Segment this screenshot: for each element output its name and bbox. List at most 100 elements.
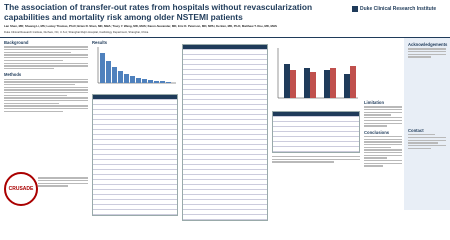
decoration <box>183 115 267 120</box>
divider <box>0 37 450 38</box>
decoration <box>183 90 267 95</box>
decoration <box>93 170 177 175</box>
decoration <box>183 110 267 115</box>
decoration <box>364 157 387 159</box>
section-heading: Limitation <box>364 100 385 105</box>
decoration <box>364 122 402 124</box>
decoration <box>364 138 402 140</box>
decoration <box>4 97 88 99</box>
decoration <box>93 200 177 205</box>
decoration <box>183 65 267 70</box>
decoration <box>183 70 267 75</box>
decoration <box>364 111 402 114</box>
decoration <box>183 185 267 190</box>
decoration <box>183 105 267 110</box>
decoration <box>93 160 177 165</box>
decoration <box>38 185 68 187</box>
decoration <box>364 143 402 146</box>
logo-mark <box>352 6 358 12</box>
section-heading: Background <box>4 40 29 45</box>
decoration <box>4 54 88 56</box>
decoration <box>4 59 63 62</box>
bar-shape <box>112 67 117 83</box>
decoration <box>93 150 177 155</box>
decoration <box>4 81 88 83</box>
decoration <box>93 130 177 135</box>
decoration <box>4 100 88 102</box>
decoration <box>273 112 359 117</box>
decoration <box>273 132 359 137</box>
bar-shape <box>124 74 129 83</box>
decoration <box>4 89 88 91</box>
section-heading: Conclusions <box>364 129 390 135</box>
bar-shape <box>284 64 290 98</box>
decoration <box>408 51 446 53</box>
decoration <box>364 146 391 148</box>
decoration <box>183 100 267 105</box>
decoration <box>183 125 267 130</box>
decoration <box>183 175 267 180</box>
decoration <box>183 45 267 50</box>
text-block <box>408 134 446 149</box>
decoration <box>183 200 267 205</box>
table <box>182 44 268 221</box>
decoration <box>183 160 267 165</box>
bar-shape <box>130 76 135 83</box>
text-block <box>38 176 88 188</box>
text-block <box>408 48 446 58</box>
decoration <box>273 127 359 132</box>
section-heading: Results <box>92 40 108 45</box>
decoration <box>408 139 446 141</box>
decoration <box>183 85 267 90</box>
decoration <box>4 108 88 110</box>
text-block <box>364 135 402 167</box>
decoration <box>364 117 402 119</box>
decoration <box>4 92 88 94</box>
decoration <box>93 205 177 210</box>
title: The association of transfer-out rates fr… <box>4 2 313 22</box>
decoration <box>364 125 387 127</box>
text-block <box>364 106 402 127</box>
decoration <box>273 147 359 152</box>
decoration <box>183 170 267 175</box>
decoration <box>273 117 359 122</box>
bar-shape <box>350 66 356 98</box>
decoration <box>4 86 88 88</box>
decoration <box>93 110 177 115</box>
bar-shape <box>310 72 316 98</box>
column: Background Methods <box>4 40 88 114</box>
decoration <box>4 51 72 54</box>
bar-shape <box>106 61 111 83</box>
decoration <box>4 46 88 48</box>
column: Results <box>92 40 178 216</box>
affiliation: Duke Clinical Research Institute, Durham… <box>4 31 149 34</box>
decoration <box>183 180 267 185</box>
decoration <box>93 120 177 125</box>
decoration <box>93 185 177 190</box>
table <box>92 94 178 216</box>
decoration <box>408 136 446 139</box>
decoration <box>408 142 439 144</box>
decoration <box>183 60 267 65</box>
bar-shape <box>142 79 147 83</box>
panel-content: Acknowledgements Contact <box>404 38 450 154</box>
decoration <box>183 140 267 145</box>
bar-shape <box>148 80 153 83</box>
decoration <box>273 122 359 127</box>
decoration <box>93 210 177 215</box>
bar-shape <box>166 82 171 83</box>
decoration <box>93 125 177 130</box>
decoration <box>408 53 446 56</box>
bar-shape <box>154 81 159 83</box>
decoration <box>4 105 88 107</box>
decoration <box>93 100 177 105</box>
decoration <box>183 195 267 200</box>
decoration <box>408 134 435 136</box>
decoration <box>93 95 177 100</box>
decoration <box>408 147 431 149</box>
decoration <box>284 64 356 98</box>
decoration <box>183 155 267 160</box>
decoration <box>364 141 402 143</box>
decoration <box>183 190 267 195</box>
bar-shape <box>118 71 123 83</box>
